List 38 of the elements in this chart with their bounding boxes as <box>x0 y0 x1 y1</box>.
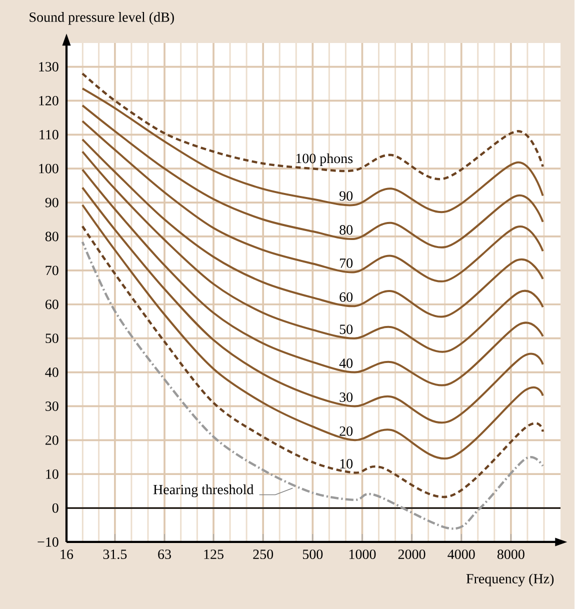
y-tick-label: 30 <box>46 401 59 411</box>
series-label: 50 <box>340 324 353 334</box>
y-tick-label: 110 <box>40 130 59 140</box>
y-tick-label: 70 <box>46 266 59 276</box>
y-tick-label: 20 <box>46 435 59 445</box>
series-label: 20 <box>340 426 353 436</box>
x-tick-label: 16 <box>60 550 74 560</box>
series-label: 100 phons <box>296 153 353 166</box>
series-label: 30 <box>340 392 353 402</box>
y-tick-label: 80 <box>46 232 59 242</box>
series-label: 60 <box>340 292 353 302</box>
x-tick-label: 125 <box>204 550 224 560</box>
series-label: 40 <box>340 358 353 368</box>
series-label: Hearing threshold <box>154 484 254 498</box>
y-tick-label: −10 <box>38 537 59 547</box>
x-tick-label: 8000 <box>498 550 525 560</box>
x-tick-label: 1000 <box>350 550 376 560</box>
y-tick-label: 0 <box>52 503 59 513</box>
y-tick-label: 40 <box>45 368 59 377</box>
x-tick-label: 500 <box>303 550 323 560</box>
y-tick-label: 100 <box>39 164 59 174</box>
y-tick-label: 120 <box>39 96 59 106</box>
x-tick-label: 31.5 <box>104 550 127 560</box>
series-label: 90 <box>340 191 353 201</box>
y-tick-label: 50 <box>46 334 59 344</box>
y-axis-title: Sound pressure level (dB) <box>30 12 174 25</box>
series-label: 10 <box>340 459 353 468</box>
x-axis-title: Frequency (Hz) <box>466 574 554 586</box>
x-tick-label: 250 <box>253 550 274 560</box>
series-label: 70 <box>340 258 353 268</box>
series-label: 80 <box>340 225 353 235</box>
x-tick-label: 63 <box>158 550 172 560</box>
x-tick-label: 4000 <box>448 550 476 560</box>
x-tick-label: 2000 <box>398 550 426 560</box>
y-tick-label: 10 <box>46 469 59 479</box>
y-tick-label: 130 <box>39 62 59 72</box>
y-tick-label: 90 <box>46 198 59 208</box>
y-tick-label: 60 <box>46 300 59 310</box>
